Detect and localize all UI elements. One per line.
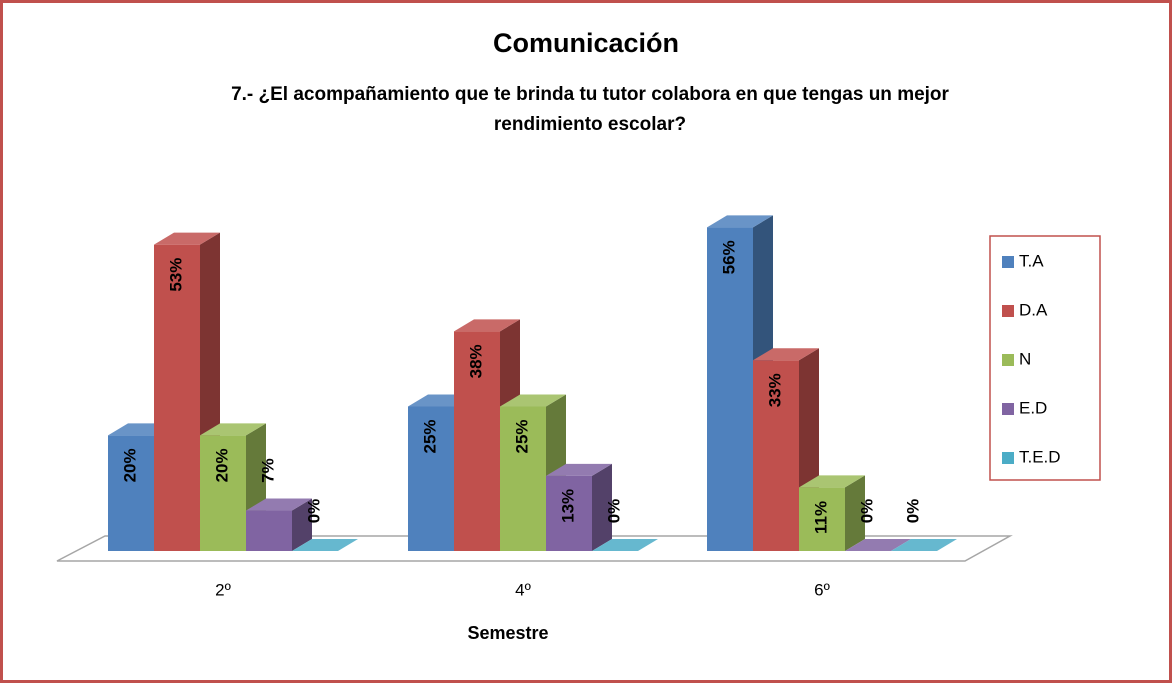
chart-subtitle: 7.- ¿El acompañamiento que te brinda tu …	[231, 84, 949, 135]
bar-top	[546, 463, 612, 476]
legend-swatch	[1002, 403, 1014, 415]
data-label: 33%	[765, 373, 784, 407]
x-axis-title: Semestre	[467, 623, 548, 643]
bar-top	[891, 539, 957, 551]
bar-front	[546, 475, 592, 551]
data-label: 7%	[258, 458, 277, 483]
bar	[292, 539, 358, 551]
legend-label: T.E.D	[1019, 447, 1061, 466]
bar-top	[707, 215, 773, 228]
legend-label: D.A	[1019, 300, 1048, 319]
data-label: 11%	[811, 501, 830, 534]
bar-side	[845, 475, 865, 551]
bar-top	[753, 348, 819, 361]
bar-top	[454, 319, 520, 332]
data-label: 0%	[604, 499, 623, 524]
bar	[799, 475, 865, 551]
data-label: 20%	[120, 448, 139, 482]
bar-top	[592, 539, 658, 551]
data-label: 53%	[166, 258, 185, 292]
x-tick-label: 2º	[215, 580, 231, 599]
bar	[500, 394, 566, 551]
bar-front	[408, 406, 454, 551]
bar	[592, 539, 658, 551]
legend-swatch	[1002, 452, 1014, 464]
bar-top	[799, 475, 865, 488]
bar-front	[799, 487, 845, 551]
bar-top	[845, 539, 911, 551]
bar-front	[753, 360, 799, 551]
bar-front	[154, 244, 200, 551]
bar-side	[592, 463, 612, 551]
data-label: 20%	[212, 448, 231, 482]
bar-front	[500, 406, 546, 551]
bar-front	[454, 331, 500, 551]
data-label: 56%	[719, 240, 738, 274]
data-label: 25%	[512, 419, 531, 453]
bar-top	[292, 539, 358, 551]
bar-front	[246, 510, 292, 551]
bar-front	[200, 435, 246, 551]
bar	[845, 539, 911, 551]
bar-front	[108, 435, 154, 551]
bar-top	[246, 498, 312, 511]
bar-front	[707, 227, 753, 551]
data-label: 13%	[558, 489, 577, 523]
bar-side	[292, 498, 312, 551]
bar	[246, 498, 312, 551]
legend-label: E.D	[1019, 398, 1047, 417]
legend-label: T.A	[1019, 251, 1044, 270]
data-label: 25%	[420, 419, 439, 453]
x-tick-label: 6º	[814, 580, 830, 599]
bar-top	[500, 394, 566, 407]
chart-title: Comunicación	[492, 28, 680, 58]
legend-label: N	[1019, 349, 1031, 368]
legend-swatch	[1002, 354, 1014, 366]
bar	[891, 539, 957, 551]
legend-swatch	[1002, 256, 1014, 268]
data-label: 0%	[857, 499, 876, 524]
data-label: 0%	[304, 499, 323, 524]
bar-top	[154, 232, 220, 245]
data-label: 0%	[903, 499, 922, 524]
bar	[546, 463, 612, 551]
legend-swatch	[1002, 305, 1014, 317]
data-label: 38%	[466, 344, 485, 378]
bar-top	[200, 423, 266, 436]
x-tick-label: 4º	[515, 580, 531, 599]
